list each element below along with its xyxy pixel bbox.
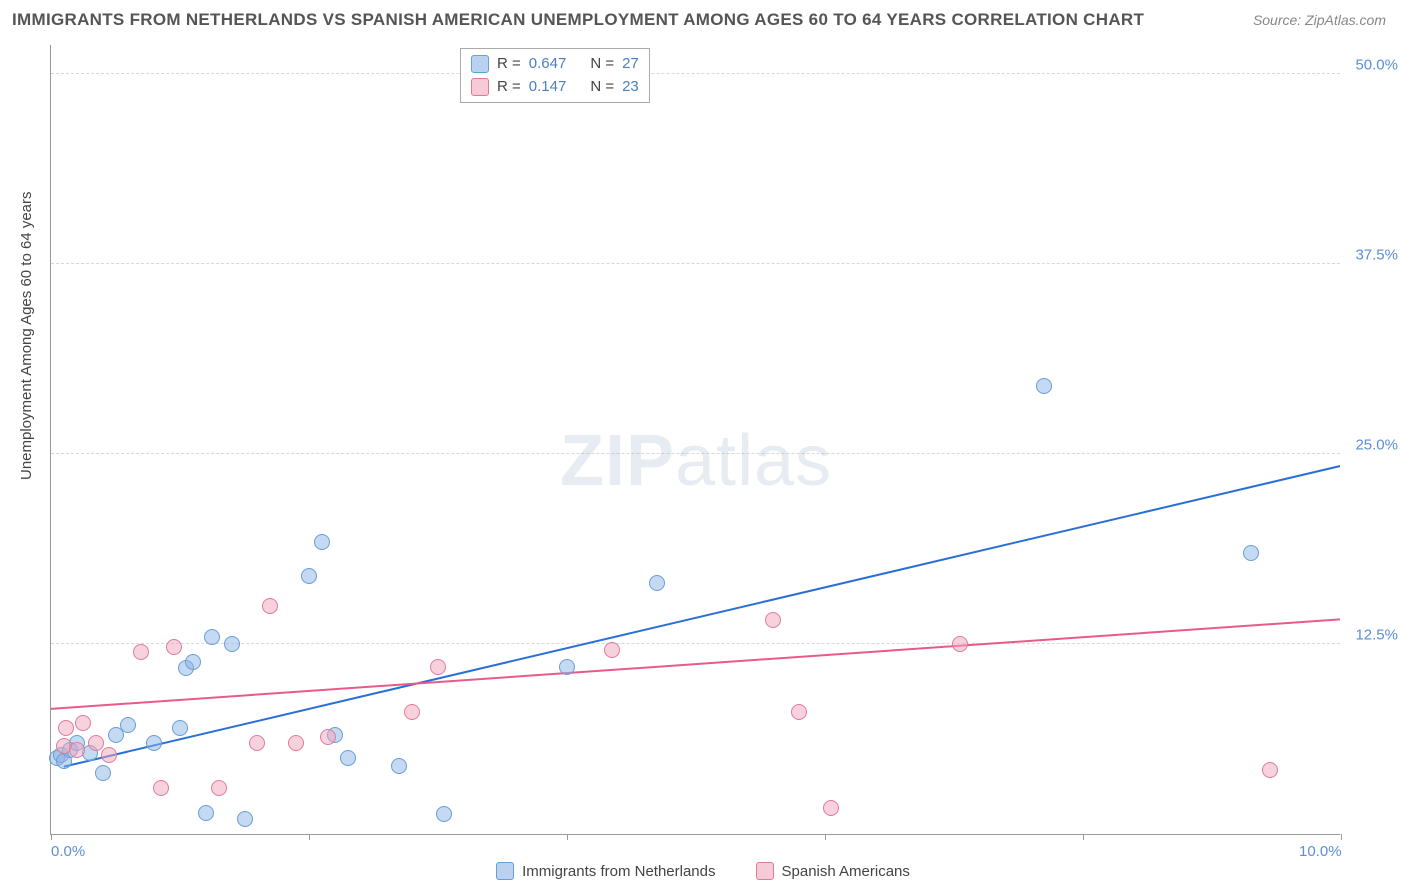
x-tick — [51, 834, 52, 840]
data-point — [791, 704, 807, 720]
y-tick-label: 37.5% — [1355, 247, 1398, 264]
data-point — [185, 654, 201, 670]
data-point — [101, 747, 117, 763]
trend-line — [51, 619, 1340, 709]
source-credit: Source: ZipAtlas.com — [1253, 12, 1386, 28]
legend-item-blue: Immigrants from Netherlands — [496, 862, 715, 880]
swatch-pink — [756, 862, 774, 880]
x-tick — [1341, 834, 1342, 840]
x-tick — [567, 834, 568, 840]
x-tick — [1083, 834, 1084, 840]
data-point — [224, 636, 240, 652]
swatch-blue — [471, 55, 489, 73]
data-point — [320, 729, 336, 745]
data-point — [340, 750, 356, 766]
chart-title: IMMIGRANTS FROM NETHERLANDS VS SPANISH A… — [12, 10, 1144, 30]
n-value-blue: 27 — [622, 53, 639, 76]
x-tick — [825, 834, 826, 840]
data-point — [88, 735, 104, 751]
n-label: N = — [590, 76, 614, 99]
legend-row-pink: R = 0.147 N = 23 — [471, 76, 639, 99]
data-point — [204, 629, 220, 645]
data-point — [404, 704, 420, 720]
data-point — [166, 639, 182, 655]
data-point — [1036, 378, 1052, 394]
data-point — [604, 642, 620, 658]
correlation-legend: R = 0.647 N = 27 R = 0.147 N = 23 — [460, 48, 650, 103]
gridline — [51, 263, 1340, 264]
data-point — [172, 720, 188, 736]
gridline — [51, 453, 1340, 454]
gridline — [51, 73, 1340, 74]
swatch-pink — [471, 78, 489, 96]
data-point — [301, 568, 317, 584]
data-point — [146, 735, 162, 751]
data-point — [262, 598, 278, 614]
data-point — [391, 758, 407, 774]
r-label: R = — [497, 76, 521, 99]
y-axis-label: Unemployment Among Ages 60 to 64 years — [18, 191, 35, 480]
n-label: N = — [590, 53, 614, 76]
data-point — [153, 780, 169, 796]
r-value-blue: 0.647 — [529, 53, 567, 76]
swatch-blue — [496, 862, 514, 880]
data-point — [237, 811, 253, 827]
r-label: R = — [497, 53, 521, 76]
legend-label-pink: Spanish Americans — [782, 863, 910, 880]
x-tick-label: 10.0% — [1299, 843, 1342, 860]
data-point — [559, 659, 575, 675]
data-point — [120, 717, 136, 733]
data-point — [952, 636, 968, 652]
data-point — [649, 575, 665, 591]
data-point — [1262, 762, 1278, 778]
chart-plot-area: 12.5%25.0%37.5%50.0%0.0%10.0% — [50, 45, 1340, 835]
data-point — [108, 727, 124, 743]
data-point — [288, 735, 304, 751]
data-point — [198, 805, 214, 821]
data-point — [823, 800, 839, 816]
legend-label-blue: Immigrants from Netherlands — [522, 863, 715, 880]
x-tick — [309, 834, 310, 840]
y-tick-label: 12.5% — [1355, 627, 1398, 644]
data-point — [69, 742, 85, 758]
x-tick-label: 0.0% — [51, 843, 85, 860]
trend-lines — [51, 45, 1340, 834]
y-tick-label: 50.0% — [1355, 57, 1398, 74]
data-point — [95, 765, 111, 781]
data-point — [249, 735, 265, 751]
legend-row-blue: R = 0.647 N = 27 — [471, 53, 639, 76]
series-legend: Immigrants from Netherlands Spanish Amer… — [0, 862, 1406, 880]
legend-item-pink: Spanish Americans — [756, 862, 910, 880]
gridline — [51, 643, 1340, 644]
data-point — [1243, 545, 1259, 561]
data-point — [436, 806, 452, 822]
data-point — [211, 780, 227, 796]
data-point — [133, 644, 149, 660]
data-point — [765, 612, 781, 628]
data-point — [430, 659, 446, 675]
data-point — [75, 715, 91, 731]
data-point — [314, 534, 330, 550]
n-value-pink: 23 — [622, 76, 639, 99]
data-point — [58, 720, 74, 736]
r-value-pink: 0.147 — [529, 76, 567, 99]
y-tick-label: 25.0% — [1355, 437, 1398, 454]
trend-line — [64, 466, 1340, 767]
